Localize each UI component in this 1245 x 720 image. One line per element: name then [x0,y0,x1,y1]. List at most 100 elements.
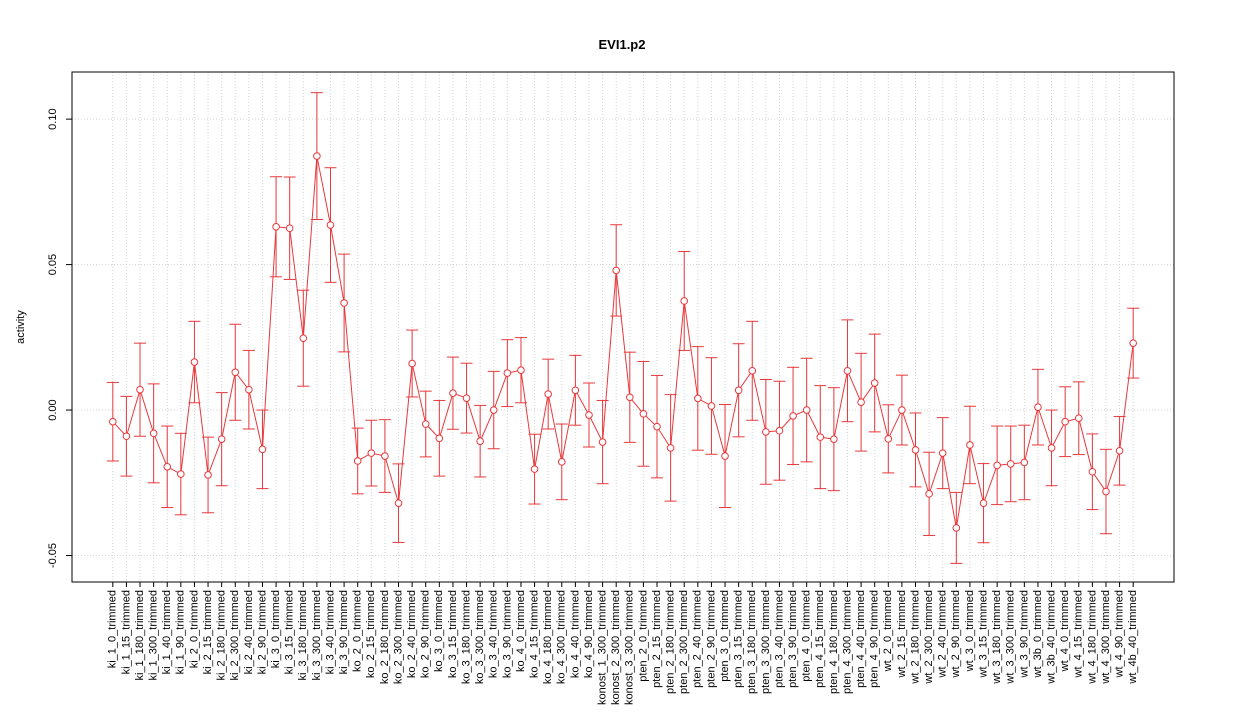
x-tick-label: pten_4_180_trimmed [828,590,840,694]
point [1047,444,1056,452]
point [721,452,729,460]
point [734,386,743,395]
point [122,432,131,441]
x-tick-label: ko_2_300_trimmed [392,590,404,684]
x-tick-label: wt_4_90_trimmed [1113,590,1125,678]
point [1074,414,1083,423]
point [653,422,661,431]
point [136,385,144,394]
point [367,449,376,457]
x-tick-label: ko_3_15_trimmed [447,590,459,678]
point [149,429,158,438]
point [585,411,593,419]
point [557,458,566,466]
point [381,452,389,460]
x-tick-label: wt_2_15_trimmed [896,590,908,678]
x-tick-label: wt_2_90_trimmed [950,590,962,678]
point [762,428,770,436]
x-tick-label: ko_2_90_trimmed [420,590,432,678]
x-tick-label: ko_3_300_trimmed [474,590,486,684]
point [245,385,253,394]
point [938,449,947,457]
x-tick-label: ki_2_300_trimmed [229,590,241,681]
x-tick-label: ki_1_180_trimmed [134,590,146,681]
point [435,434,444,443]
x-tick-label: wt_3_15_trimmed [977,590,989,678]
x-tick-label: pten_4_40_trimmed [855,590,867,688]
point [802,406,811,414]
point [789,412,797,420]
point [163,462,172,471]
point [326,221,335,229]
point [109,417,117,426]
point [1129,339,1137,347]
point [993,461,1001,470]
point [503,369,512,377]
point [340,299,348,307]
x-tick-label: pten_4_300_trimmed [841,590,853,694]
point [517,366,525,375]
x-tick-label: wt_2_40_trimmed [937,590,949,678]
series-line [112,155,1134,528]
x-tick-label: konost_1_300_trimmed [596,590,608,705]
point [394,499,403,507]
point [1034,403,1042,411]
point [775,426,784,435]
point [1088,467,1097,476]
x-tick-label: wt_3b_40_trimmed [1045,590,1057,685]
x-tick-label: ko_3_180_trimmed [460,590,472,684]
point [1020,458,1029,467]
x-tick-label: ko_4_15_trimmed [528,590,540,678]
x-tick-label: pten_3_15_trimmed [733,590,745,688]
x-tick-label: ki_3_0_trimmed [270,590,282,668]
point [979,499,988,507]
x-tick-label: ki_3_90_trimmed [338,590,350,674]
x-tick-label: pten_2_15_trimmed [651,590,663,688]
x-tick-label: ko_3_0_trimmed [433,590,445,672]
x-tick-label: ki_2_0_trimmed [188,590,200,668]
point [870,379,879,387]
x-tick-label: ko_2_40_trimmed [406,590,418,678]
x-tick-label: ko_2_15_trimmed [365,590,377,678]
point [476,437,484,445]
x-tick-label: pten_3_300_trimmed [760,590,772,694]
chart-title: EVI1.p2 [599,37,646,52]
grid [72,72,1174,582]
x-tick-label: ki_2_180_trimmed [216,590,228,681]
point [421,420,430,428]
point [177,470,185,478]
point [204,471,212,479]
x-tick-label: ki_1_40_trimmed [161,590,173,674]
x-tick-label: ki_3_15_trimmed [284,590,296,674]
x-tick-label: wt_4_15_trimmed [1073,590,1085,678]
point [925,490,933,498]
x-tick-label: pten_2_180_trimmed [665,590,677,694]
point [830,435,838,443]
y-tick-label: -0.05 [47,543,59,568]
x-tick-label: pten_4_15_trimmed [814,590,826,688]
x-tick-label: wt_3_0_trimmed [964,590,976,672]
x-tick-label: ki_3_180_trimmed [297,590,309,681]
x-tick-label: ko_3_40_trimmed [488,590,500,678]
x-tick-label: ko_4_180_trimmed [542,590,554,684]
x-tick-label: pten_4_0_trimmed [801,590,813,682]
x-tick-label: ki_2_40_trimmed [243,590,255,674]
x-tick-label: wt_4b_40_trimmed [1127,590,1139,685]
x-tick-label: wt_2_0_trimmed [882,590,894,672]
x-tick-label: ko_3_90_trimmed [501,590,513,678]
point [748,366,757,375]
point [571,386,580,395]
point [530,465,539,473]
x-tick-label: pten_2_40_trimmed [692,590,704,688]
x-tick-label: ko_4_40_trimmed [569,590,581,678]
point [707,402,716,410]
y-axis-label: activity [15,310,27,344]
plot-frame [71,71,1175,583]
x-tick-label: pten_3_90_trimmed [787,590,799,688]
point [258,445,267,454]
point [449,389,457,397]
point [639,410,648,418]
x-tick-label: ki_1_0_trimmed [107,590,119,668]
x-tick-label: ki_3_40_trimmed [324,590,336,674]
